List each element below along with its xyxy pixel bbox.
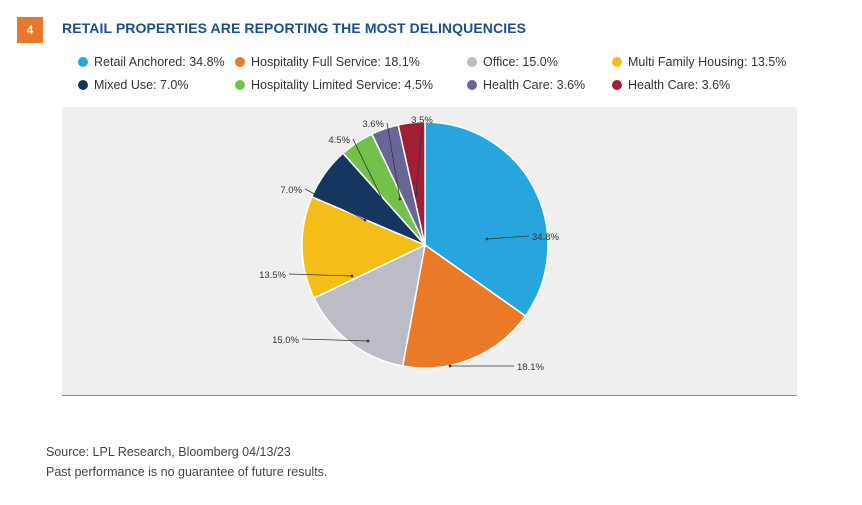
data-label-leader [352,138,386,206]
legend-label: Health Care: 3.6% [628,78,731,92]
pie-slice-health-care-2 [397,121,426,246]
legend-item-mixed-use: Mixed Use: 7.0% [78,78,235,92]
data-label-leader [301,338,369,342]
pie-chart: 34.8% 18.1% 15.0% 13.5% 7.0% 4.5% 3.6% 3.5% [259,115,559,373]
data-label: 4.5% [328,135,350,146]
pie-slice-office [313,243,427,367]
pie-slice-multi-family-housing [301,195,427,300]
data-label-pointer [383,203,387,207]
legend-item-health-care: Health Care: 3.6% [467,78,612,92]
legend-swatch [78,57,88,67]
data-label-leader [415,126,423,196]
legend-label: Health Care: 3.6% [483,78,586,92]
source-note: Source: LPL Research, Bloomberg 04/13/23 [46,445,291,459]
data-label-leader [486,235,530,240]
data-label-leader [386,122,401,200]
legend-swatch [235,57,245,67]
disclaimer-note: Past performance is no guarantee of futu… [46,465,328,479]
legend-item-multi-family-housing: Multi Family Housing: 13.5% [612,55,832,69]
data-label: 7.0% [280,185,302,196]
legend-item-hospitality-limited-service: Hospitality Limited Service: 4.5% [235,78,467,92]
legend-label: Hospitality Full Service: 18.1% [251,55,420,69]
chart-legend: Retail Anchored: 34.8% Hospitality Full … [78,55,838,92]
plot-area: 34.8% 18.1% 15.0% 13.5% 7.0% 4.5% 3.6% 3.5% [62,107,797,396]
legend-swatch [235,80,245,90]
data-label-pointer [448,364,452,368]
data-label-pointer [363,218,367,222]
legend-swatch [612,80,622,90]
legend-item-health-care-2: Health Care: 3.6% [612,78,832,92]
legend-swatch [467,80,477,90]
data-label: 3.5% [411,115,433,126]
data-label-pointer [414,193,418,197]
legend-label: Mixed Use: 7.0% [94,78,189,92]
data-label: 18.1% [517,362,544,373]
data-label-leader [288,273,353,277]
legend-item-office: Office: 15.0% [467,55,612,69]
pie-slice-hospitality-full-service [401,243,527,369]
legend-label: Multi Family Housing: 13.5% [628,55,787,69]
data-label-pointer [366,339,370,343]
legend-swatch [612,57,622,67]
data-label-leader [304,188,366,221]
data-label: 15.0% [272,335,299,346]
data-label-pointer [398,197,402,201]
data-label: 34.8% [532,232,559,243]
chart-title: RETAIL PROPERTIES ARE REPORTING THE MOST… [62,20,527,36]
legend-label: Office: 15.0% [483,55,558,69]
data-label-pointer [485,237,489,241]
legend-label: Hospitality Limited Service: 4.5% [251,78,434,92]
legend-label: Retail Anchored: 34.8% [94,55,225,69]
data-label-pointer [350,274,354,278]
data-label: 3.6% [362,119,384,130]
legend-swatch [467,57,477,67]
legend-item-hospitality-full-service: Hospitality Full Service: 18.1% [235,55,467,69]
figure-number-badge: 4 [17,17,43,43]
data-label: 13.5% [259,270,286,281]
legend-swatch [78,80,88,90]
pie-slice-retail-anchored [424,121,549,318]
legend-item-retail-anchored: Retail Anchored: 34.8% [78,55,235,69]
